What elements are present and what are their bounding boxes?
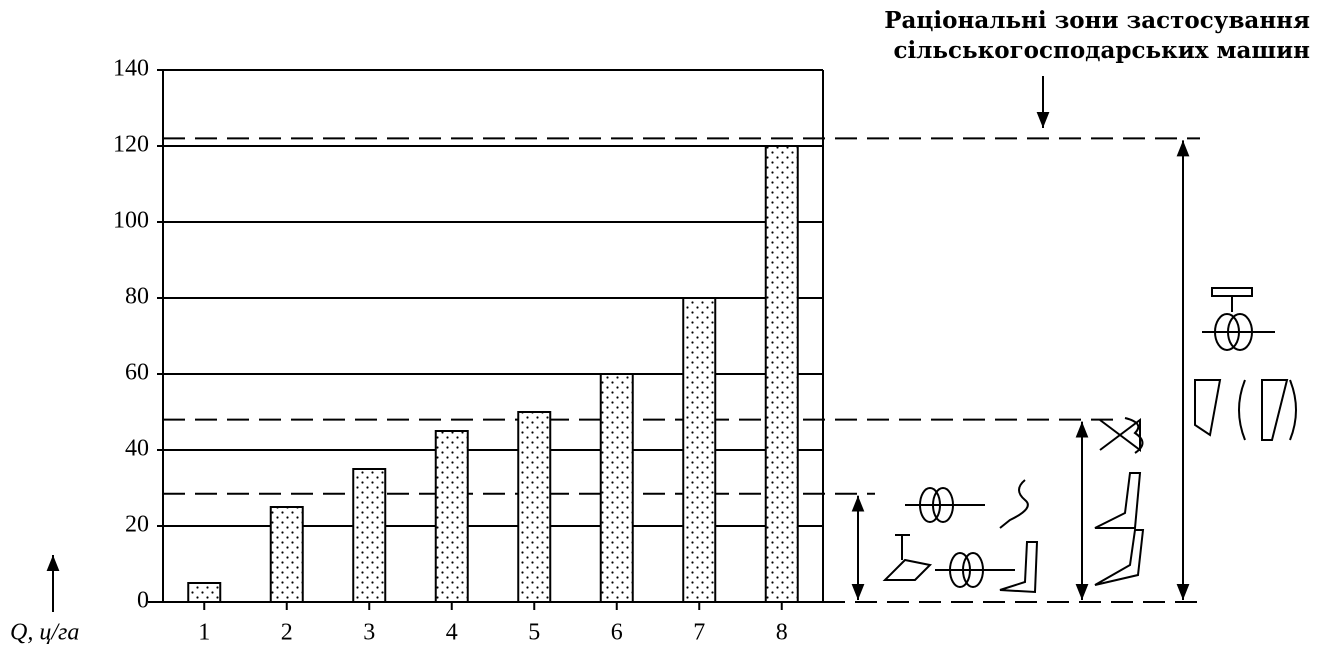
- x-tick-label: 1: [198, 620, 210, 646]
- x-tick-label: 6: [611, 620, 623, 646]
- y-tick-label: 20: [125, 512, 149, 538]
- y-axis-label: Q, ц/га: [10, 620, 79, 646]
- bar: [683, 298, 715, 602]
- annotation: сільськогосподарських машин: [893, 37, 1310, 64]
- x-tick-label: 7: [693, 620, 705, 646]
- y-tick-label: 120: [113, 132, 149, 158]
- chart: Раціональні зони застосування сільського…: [0, 0, 1322, 650]
- bar: [436, 431, 468, 602]
- x-tick-label: 5: [528, 620, 540, 646]
- bar: [188, 583, 220, 602]
- y-tick-label: 60: [125, 360, 149, 386]
- machine-icons: [885, 288, 1296, 592]
- x-tick-label: 3: [363, 620, 375, 646]
- x-tick-label: 8: [776, 620, 788, 646]
- annotation: Раціональні зони застосування: [884, 7, 1310, 34]
- bar: [766, 146, 798, 602]
- x-tick-label: 2: [281, 620, 293, 646]
- bar: [518, 412, 550, 602]
- bar: [601, 374, 633, 602]
- y-tick-label: 0: [137, 588, 149, 614]
- y-tick-label: 100: [113, 208, 149, 234]
- y-tick-label: 80: [125, 284, 149, 310]
- bar: [353, 469, 385, 602]
- bar: [271, 507, 303, 602]
- y-tick-label: 40: [125, 436, 149, 462]
- y-tick-label: 140: [113, 56, 149, 82]
- x-tick-label: 4: [446, 620, 458, 646]
